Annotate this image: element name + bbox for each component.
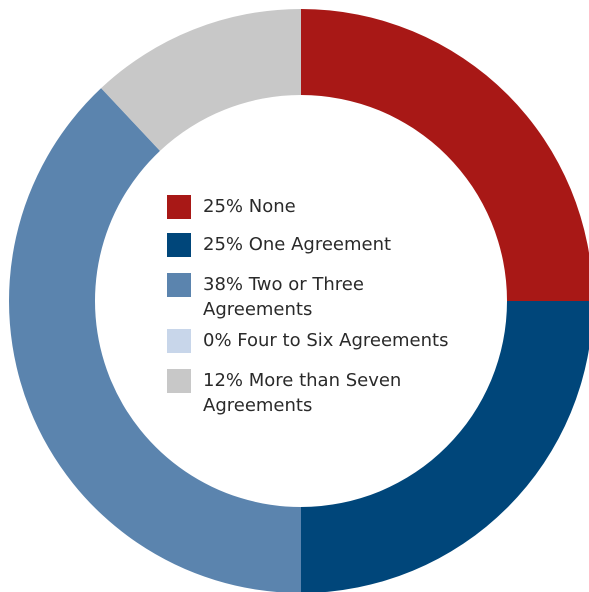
legend-label-two-or-three: 38% Two or Three Agreements [203, 274, 364, 320]
legend-item-more-than-seven: 12% More than Seven Agreements [167, 368, 497, 424]
legend-item-two-or-three: 38% Two or Three Agreements [167, 272, 497, 328]
legend-item-four-to-six: 0% Four to Six Agreements [167, 328, 497, 368]
legend-swatch-one-agreement [167, 233, 191, 257]
legend-item-one-agreement: 25% One Agreement [167, 232, 497, 272]
legend-swatch-none [167, 195, 191, 219]
legend-item-none: 25% None [167, 194, 497, 232]
legend-swatch-four-to-six [167, 329, 191, 353]
legend-label-four-to-six: 0% Four to Six Agreements [203, 330, 449, 351]
slice-none [301, 9, 589, 301]
legend-label-none: 25% None [203, 196, 296, 217]
donut-slices [9, 9, 589, 592]
chart-legend: 25% None 25% One Agreement 38% Two or Th… [167, 194, 497, 424]
legend-label-more-than-seven: 12% More than Seven Agreements [203, 370, 402, 416]
slice-two-or-three-agreements [9, 88, 301, 592]
legend-swatch-two-or-three [167, 273, 191, 297]
legend-swatch-more-than-seven [167, 369, 191, 393]
slice-one-agreement [301, 301, 589, 592]
legend-label-one-agreement: 25% One Agreement [203, 234, 392, 255]
slice-more-than-seven-agreements [101, 9, 301, 151]
